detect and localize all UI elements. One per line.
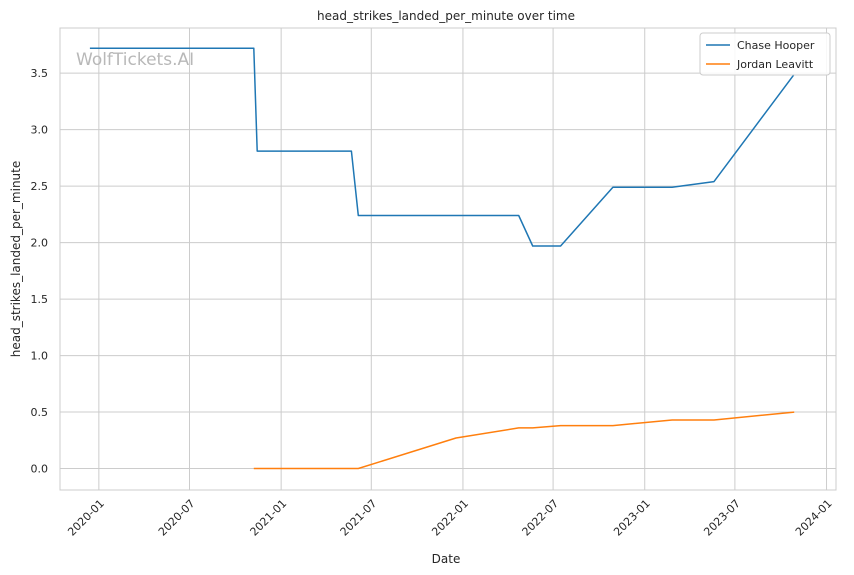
y-tick-label: 3.0 bbox=[31, 124, 49, 137]
y-tick-label: 0.5 bbox=[31, 406, 49, 419]
y-tick-label: 2.5 bbox=[31, 180, 49, 193]
series-line-jordan-leavitt bbox=[253, 411, 795, 470]
y-axis-ticks: 0.0 0.5 1.0 1.5 2.0 2.5 3.0 3.5 bbox=[31, 67, 49, 475]
series-line-chase-hooper bbox=[89, 47, 795, 247]
legend: Chase Hooper Jordan Leavitt bbox=[699, 32, 831, 76]
y-axis-label: head_strikes_landed_per_minute bbox=[9, 161, 23, 358]
chart-title: head_strikes_landed_per_minute over time bbox=[317, 9, 575, 23]
x-axis-label: Date bbox=[432, 552, 461, 566]
y-tick-label: 1.0 bbox=[31, 350, 49, 363]
series-lines bbox=[89, 47, 795, 470]
y-tick-label: 2.0 bbox=[31, 237, 49, 250]
y-tick-label: 1.5 bbox=[31, 293, 49, 306]
plot-area-frame bbox=[59, 27, 837, 491]
legend-label-chase-hooper: Chase Hooper bbox=[737, 39, 815, 52]
legend-box bbox=[699, 32, 831, 76]
y-tick-label: 0.0 bbox=[31, 463, 49, 476]
watermark: WolfTickets.AI bbox=[76, 50, 194, 70]
grid-lines bbox=[60, 28, 836, 490]
legend-label-jordan-leavitt: Jordan Leavitt bbox=[736, 58, 814, 71]
y-tick-label: 3.5 bbox=[31, 67, 49, 80]
